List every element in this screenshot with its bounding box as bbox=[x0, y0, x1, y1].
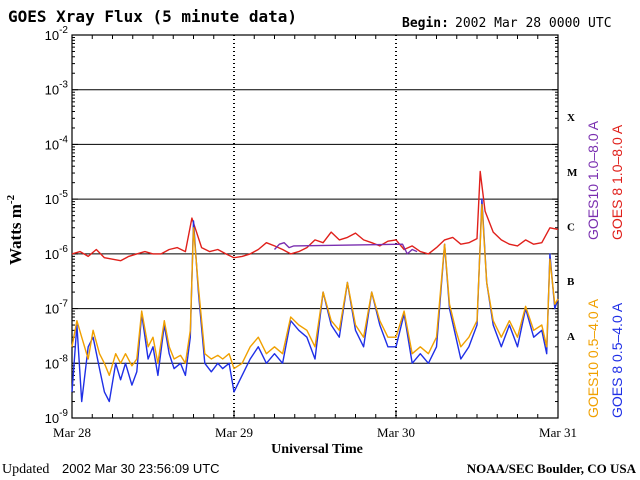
y-tick-exponent: -9 bbox=[59, 408, 68, 419]
y-tick-exponent: -5 bbox=[59, 189, 68, 200]
flare-class-label: M bbox=[567, 167, 578, 179]
flare-class-label: A bbox=[567, 331, 575, 343]
y-tick-base: 10 bbox=[45, 411, 59, 426]
flare-class-label: X bbox=[567, 112, 575, 124]
y-tick-label: 10-5 bbox=[45, 189, 69, 207]
y-tick-base: 10 bbox=[45, 302, 59, 317]
y-tick-base: 10 bbox=[45, 137, 59, 152]
series-line-0 bbox=[71, 170, 559, 262]
y-tick-exponent: -3 bbox=[59, 80, 68, 91]
y-tick-label: 10-9 bbox=[45, 408, 69, 426]
y-tick-label: 10-3 bbox=[45, 80, 69, 98]
x-tick-label: Mar 28 bbox=[53, 425, 91, 440]
flux-series bbox=[71, 170, 559, 403]
legend: GOES10 1.0–8.0 A GOES 8 1.0–8.0 A GOES10 0… bbox=[585, 120, 625, 418]
y-tick-base: 10 bbox=[45, 83, 59, 98]
x-tick-label: Mar 29 bbox=[215, 425, 253, 440]
y-tick-label: 10-2 bbox=[45, 25, 69, 43]
chart-title: GOES Xray Flux (5 minute data) bbox=[8, 7, 297, 26]
series-line-3 bbox=[273, 241, 418, 255]
y-tick-label: 10-7 bbox=[45, 299, 69, 317]
legend-entry: GOES 8 0.5–4.0 A bbox=[609, 302, 625, 418]
flare-class-label: B bbox=[567, 276, 575, 288]
begin-value: 2002 Mar 28 0000 UTC bbox=[455, 16, 612, 31]
x-axis-label: Universal Time bbox=[271, 442, 363, 457]
gridlines bbox=[72, 89, 558, 364]
legend-entry: GOES 8 1.0–8.0 A bbox=[609, 124, 625, 240]
series-line-2 bbox=[71, 203, 559, 377]
y-tick-exponent: -7 bbox=[59, 299, 68, 310]
y-tick-exponent: -6 bbox=[59, 244, 68, 255]
legend-entry: GOES10 1.0–8.0 A bbox=[585, 120, 601, 240]
plot-frame bbox=[71, 34, 559, 419]
x-tick-label: Mar 31 bbox=[539, 425, 577, 440]
y-tick-label: 10-4 bbox=[45, 134, 69, 152]
y-tick-exponent: -8 bbox=[59, 353, 68, 364]
y-axis-label-exponent: -2 bbox=[5, 194, 17, 204]
flare-class-label: C bbox=[567, 222, 575, 234]
updated-label: Updated bbox=[2, 462, 49, 477]
credit-text: NOAA/SEC Boulder, CO USA bbox=[467, 461, 637, 476]
y-tick-base: 10 bbox=[45, 247, 59, 262]
y-tick-label: 10-8 bbox=[45, 353, 69, 371]
y-tick-label: 10-6 bbox=[45, 244, 69, 262]
updated-value: 2002 Mar 30 23:56:09 UTC bbox=[62, 461, 220, 476]
flare-class-labels: X M C B A bbox=[567, 112, 578, 343]
y-axis-ticks: 10-210-310-410-510-610-710-810-9 bbox=[45, 25, 558, 426]
y-tick-exponent: -2 bbox=[59, 25, 68, 36]
begin-label: Begin: bbox=[402, 16, 449, 31]
y-tick-exponent: -4 bbox=[59, 134, 68, 145]
series-line-1 bbox=[71, 198, 559, 403]
day-divider-lines bbox=[233, 35, 397, 418]
y-tick-base: 10 bbox=[45, 28, 59, 43]
y-axis-label-main: Watts m bbox=[6, 204, 25, 265]
y-tick-base: 10 bbox=[45, 192, 59, 207]
y-tick-base: 10 bbox=[45, 356, 59, 371]
y-axis-label: Watts m-2 bbox=[5, 194, 25, 265]
x-axis-ticks: Mar 28 Mar 29 Mar 30 Mar 31 bbox=[53, 35, 577, 440]
x-tick-label: Mar 30 bbox=[377, 425, 415, 440]
legend-entry: GOES10 0.5–4.0 A bbox=[585, 298, 601, 418]
